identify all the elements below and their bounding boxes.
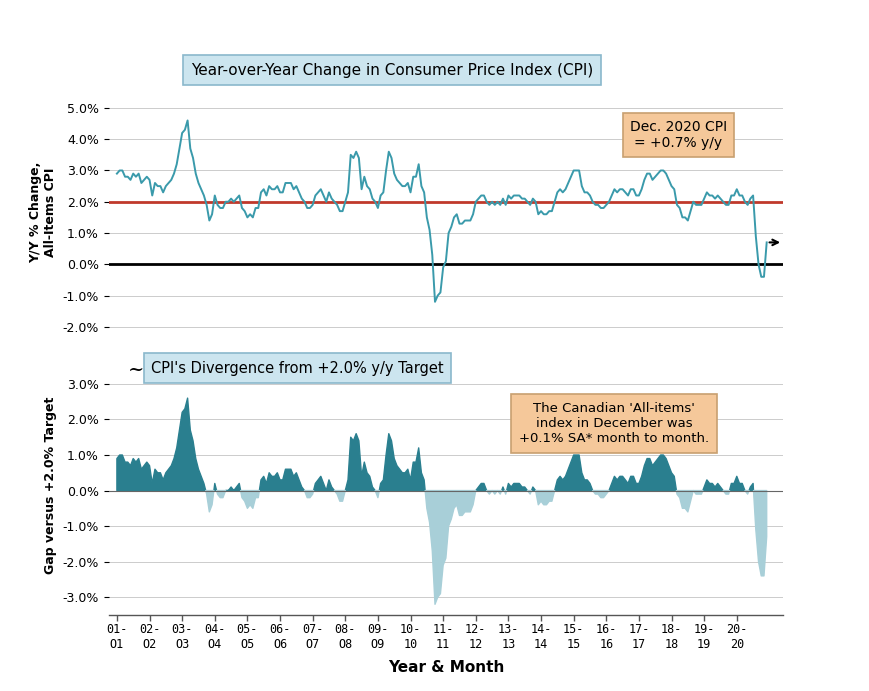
Y-axis label: Gap versus +2.0% Target: Gap versus +2.0% Target: [44, 397, 57, 574]
Y-axis label: Y/Y % Change,
All-Items CPI: Y/Y % Change, All-Items CPI: [29, 162, 57, 263]
Text: ~: ~: [128, 361, 143, 379]
Text: Year-over-Year Change in Consumer Price Index (CPI): Year-over-Year Change in Consumer Price …: [190, 63, 593, 77]
X-axis label: Year & Month: Year & Month: [388, 660, 503, 674]
Text: CPI's Divergence from +2.0% y/y Target: CPI's Divergence from +2.0% y/y Target: [151, 361, 443, 376]
Text: The Canadian 'All-items'
index in December was
+0.1% SA* month to month.: The Canadian 'All-items' index in Decemb…: [519, 402, 709, 445]
Text: Dec. 2020 CPI
= +0.7% y/y: Dec. 2020 CPI = +0.7% y/y: [629, 120, 726, 150]
